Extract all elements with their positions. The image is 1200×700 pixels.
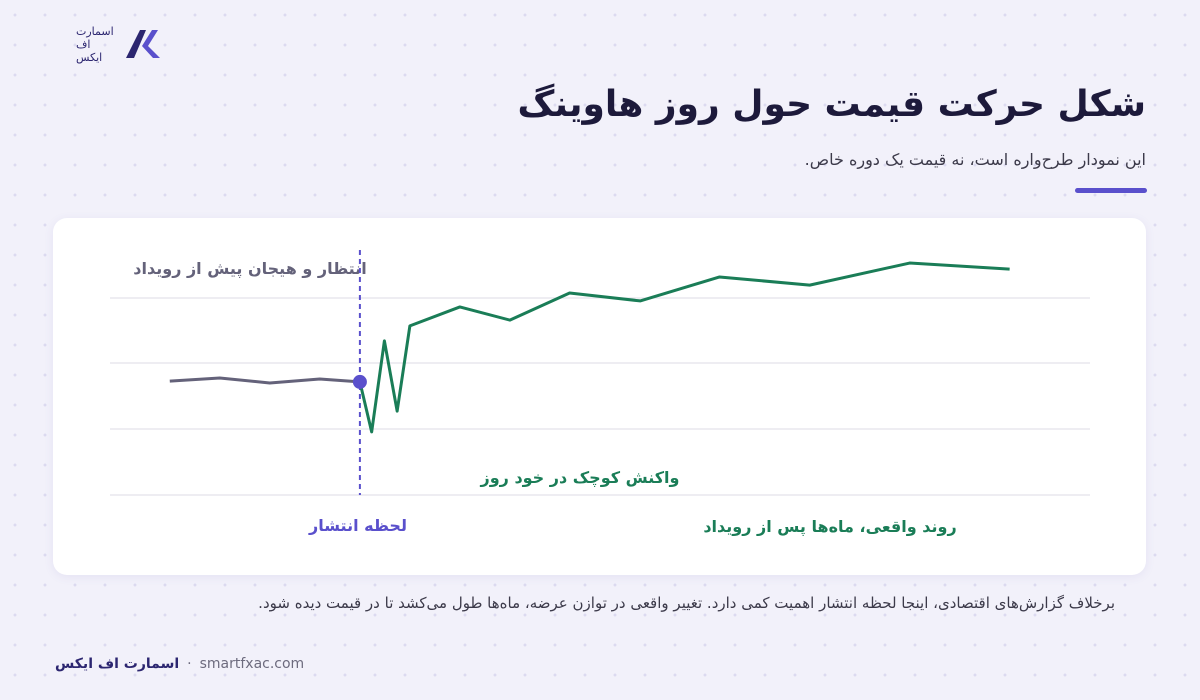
footer-brand: اسمارت اف ایکس <box>55 656 180 672</box>
chart-card <box>53 218 1146 575</box>
footer-url: smartfxac.com <box>199 656 305 672</box>
annotation: انتظار و هیجان پیش از رویداد <box>133 259 366 279</box>
logo-text: اسمارت اف ایکس <box>76 25 114 64</box>
title: شکل حرکت قیمت حول روز هاوینگ <box>517 84 1146 125</box>
logo-mark <box>125 30 160 58</box>
price-line <box>169 376 361 385</box>
caption: برخلاف گزارش‌های اقتصادی، اینجا لحظه انت… <box>258 594 1115 612</box>
subtitle: این نمودار طرح‌واره است، نه قیمت یک دوره… <box>804 150 1146 169</box>
logo-line: ایکس <box>76 50 103 64</box>
title-underline <box>1075 188 1147 193</box>
logo-line: اف <box>76 37 91 51</box>
logo-line: اسمارت <box>76 24 114 38</box>
annotation: روند واقعی، ماه‌ها پس از رویداد <box>703 517 956 537</box>
logo: اسمارت اف ایکس <box>76 24 164 64</box>
event-dot <box>352 374 367 389</box>
footer: اسمارت اف ایکس · smartfxac.com <box>55 656 304 672</box>
price-line <box>358 261 1010 434</box>
footer-separator: · <box>187 656 192 672</box>
annotation: لحظه انتشار <box>308 516 407 535</box>
annotation: واکنش کوچک در خود روز <box>480 468 680 488</box>
